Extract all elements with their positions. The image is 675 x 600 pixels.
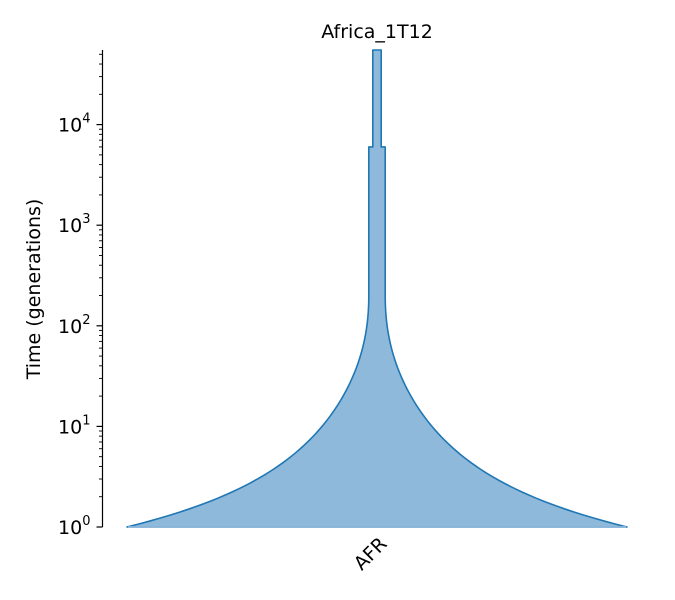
y-tick-label: 104 [58,112,90,137]
y-tick-label: 102 [58,313,90,338]
deme-label-afr: AFR [350,533,392,575]
chart-title: Africa_1T12 [321,21,433,43]
y-tick-label: 100 [58,514,90,539]
y-tick-label: 101 [58,413,90,438]
y-axis-label: Time (generations) [23,199,45,381]
deme-shape-afr [126,49,628,528]
deme-layer [126,49,628,528]
y-axis: 100 101 102 103 104 [58,50,104,539]
y-tick-label: 103 [58,212,90,237]
